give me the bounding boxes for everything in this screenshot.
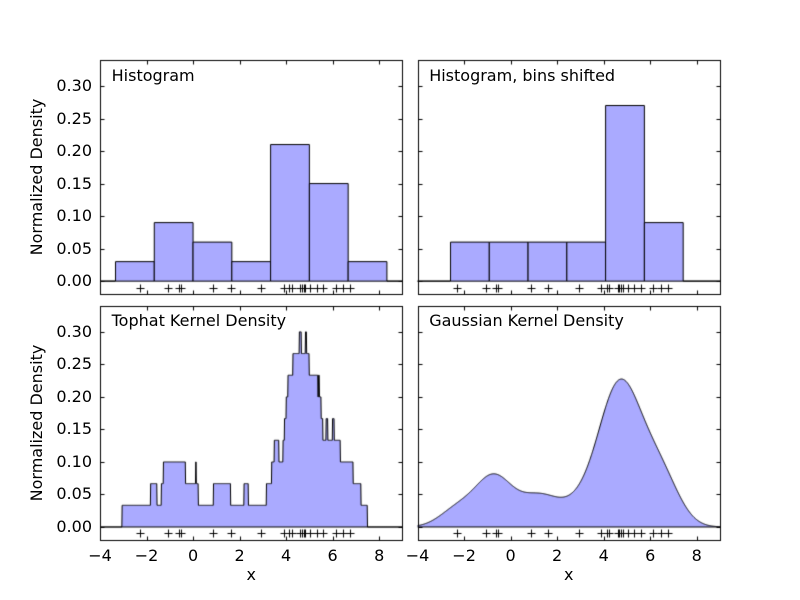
- kde-comparison-figure: Histogram Histogram, bins shifted Tophat…: [0, 0, 800, 600]
- plot-canvas: [0, 0, 800, 600]
